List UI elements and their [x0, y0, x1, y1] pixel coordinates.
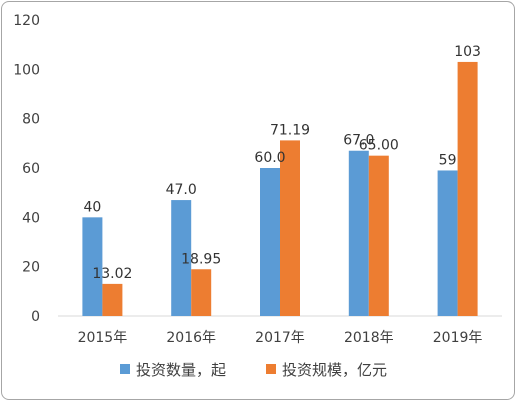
data-label: 40: [83, 199, 101, 215]
bar-scale-2: [280, 140, 300, 316]
bar-scale-4: [457, 61, 478, 316]
y-tick-label: 60: [22, 161, 40, 177]
legend-label: 投资数量，起: [136, 361, 226, 379]
legend-swatch: [266, 364, 276, 374]
x-axis-ticks: 2015年 2016年 2017年 2018年 2019年: [78, 330, 483, 346]
bar-count-4: [437, 170, 458, 316]
bar-scale-0: [102, 283, 123, 316]
data-label: 67.0: [343, 133, 374, 149]
bars: [82, 61, 478, 316]
data-label: 47.0: [166, 182, 197, 198]
bar-scale-3: [368, 155, 389, 316]
y-tick-label: 120: [13, 13, 40, 29]
x-tick-label: 2018年: [344, 330, 394, 346]
data-label: 103: [454, 44, 481, 60]
data-label: 18.95: [181, 251, 221, 267]
data-label: 60.0: [254, 150, 285, 166]
bar-scale-1: [191, 269, 212, 316]
y-tick-label: 100: [13, 62, 40, 78]
y-tick-label: 80: [22, 112, 40, 128]
x-tick-label: 2015年: [78, 330, 128, 346]
y-tick-label: 20: [22, 260, 40, 276]
x-tick-label: 2017年: [255, 330, 305, 346]
bar-count-1: [171, 200, 192, 316]
data-labels: 40 13.02 47.0 18.95 60.0 71.19 67.065.00 59 103: [83, 44, 480, 282]
legend-label: 投资规模，亿元: [282, 361, 387, 379]
y-tick-label: 0: [31, 309, 40, 325]
bar-count-3: [348, 150, 369, 316]
bar-count-0: [82, 217, 103, 316]
x-tick-label: 2019年: [433, 330, 483, 346]
y-axis-ticks: 0 20 40 60 80 100 120: [13, 13, 40, 325]
bar-count-2: [260, 168, 280, 316]
legend: 投资数量，起 投资规模，亿元: [120, 361, 387, 379]
data-label: 59: [439, 152, 457, 168]
data-label: 13.02: [92, 266, 132, 282]
data-label: 71.19: [270, 122, 310, 138]
y-tick-label: 40: [22, 210, 40, 226]
data-label: 65.00: [359, 138, 399, 154]
legend-swatch: [120, 364, 130, 374]
x-tick-label: 2016年: [166, 330, 216, 346]
